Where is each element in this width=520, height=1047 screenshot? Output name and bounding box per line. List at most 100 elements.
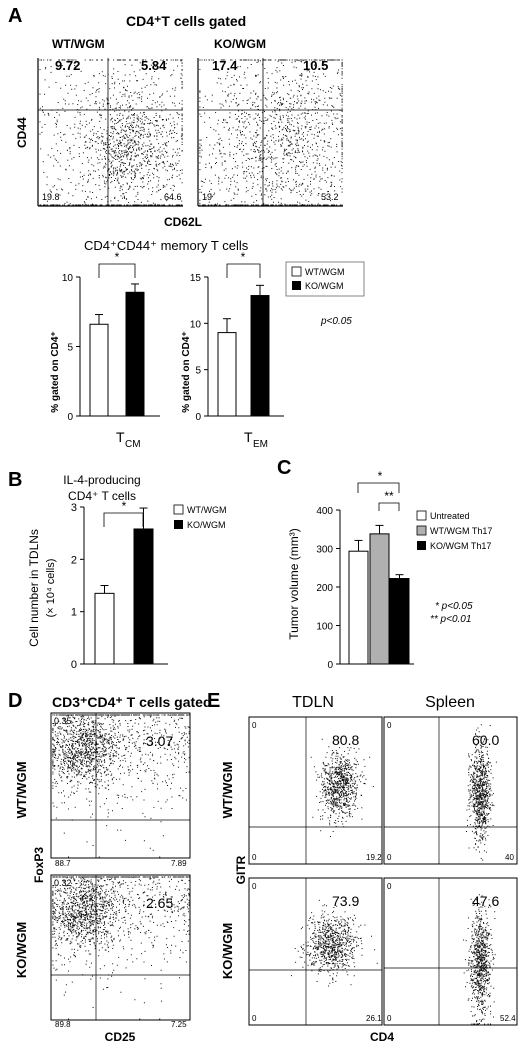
panel-c-legend-ko: KO/WGM Th17: [430, 541, 491, 551]
panel-a-letter: A: [8, 5, 22, 27]
panel-a-wt-q-ul: 9.72: [55, 58, 80, 73]
significance-bracket: [357, 482, 400, 493]
panel-e-p2-q-ll: 0: [387, 853, 392, 862]
panel-e-p2-q-ur: 60.0: [472, 732, 499, 748]
panel-a-bar-title: CD4⁺CD44⁺ memory T cells: [84, 238, 249, 253]
panel-c-letter: C: [277, 457, 291, 479]
panel-a-wt-q-ur: 5.84: [141, 58, 167, 73]
panel-e-p1-q-ll: 0: [252, 853, 257, 862]
panel-d-title: CD3⁺CD4⁺ T cells gated: [52, 694, 212, 710]
y-tick-label: 0: [327, 660, 333, 671]
panel-a-title: CD4⁺T cells gated: [126, 13, 246, 29]
panel-e-p3-q-ur: 73.9: [332, 893, 359, 909]
panel-a-x-axis-label: CD62L: [164, 215, 202, 229]
panel-a-flow-plot-ko: [197, 58, 343, 207]
bar: [94, 592, 115, 665]
panel-d-letter: D: [8, 690, 22, 712]
y-tick-label: 1: [71, 607, 77, 619]
significance-marker: *: [241, 250, 246, 264]
panel-e-p1-q-ur: 80.8: [332, 732, 359, 748]
panel-b-ylabel-2: (× 10⁴ cells): [45, 559, 57, 618]
panel-a-tcm-cat: T: [116, 429, 125, 445]
panel-e-x-axis-label: CD4: [370, 1030, 394, 1044]
bar: [369, 533, 390, 665]
scatter-dots: [52, 714, 190, 858]
panel-e-p4-q-ur: 47.6: [472, 893, 499, 909]
panel-a-tem-cat: T: [244, 429, 253, 445]
scatter-dots: [463, 894, 496, 1025]
panel-a-ko-q-ul: 17.4: [212, 58, 238, 73]
panel-e-p3-q-lr: 26.1: [366, 1014, 382, 1023]
panel-d-ko-q-ul: 0.32: [54, 878, 72, 888]
panel-d-row-ko: KO/WGM: [14, 922, 29, 978]
scatter-dots: [52, 876, 190, 1020]
panel-b-title-1: IL-4-producing: [63, 473, 140, 487]
panel-a-tem-sub: EM: [253, 439, 268, 450]
panel-c-ylabel: Tumor volume (mm³): [287, 528, 301, 640]
bar: [133, 528, 154, 665]
panel-e-plot-tdln-ko: [248, 877, 383, 1026]
panel-e-p4-q-ll: 0: [387, 1014, 392, 1023]
panel-e-p2-q-ul: 0: [387, 721, 392, 730]
bar: [217, 332, 237, 417]
panel-d-y-axis-label: FoxP3: [32, 847, 46, 883]
panel-d-wt-q-ur: 3.07: [146, 733, 173, 749]
panel-d-wt-q-ul: 0.35: [54, 716, 72, 726]
significance-marker: *: [122, 499, 127, 513]
y-tick-label: 100: [316, 622, 333, 633]
panel-c-p-note-2: ** p<0.01: [430, 614, 471, 625]
panel-c-legend: Untreated WT/WGM Th17 KO/WGM Th17: [416, 510, 492, 551]
panel-a-wt-label: WT/WGM: [52, 37, 105, 51]
scatter-dots: [291, 899, 378, 987]
significance-marker: *: [115, 250, 120, 264]
scatter-dots: [310, 738, 374, 837]
bar: [389, 578, 410, 665]
y-tick-label: 0: [67, 412, 73, 423]
panel-a-ko-q-ur: 10.5: [303, 58, 328, 73]
y-tick-label: 0: [71, 659, 77, 671]
panel-b-ylabel-1: Cell number in TDLNs: [27, 529, 41, 647]
panel-e-plot-spleen-ko: [383, 877, 518, 1026]
panel-e-row-wt: WT/WGM: [220, 761, 235, 818]
panel-e-col-spleen: Spleen: [425, 694, 475, 711]
panel-e-letter: E: [207, 690, 220, 712]
scatter-dots: [199, 59, 343, 206]
panel-a-ko-q-lr: 53.2: [321, 192, 339, 202]
significance-bracket: [226, 263, 261, 278]
panel-d-flow-plot-ko: [50, 874, 191, 1021]
panel-d-wt-q-ll: 88.7: [55, 859, 71, 868]
y-tick-label: 400: [316, 506, 333, 517]
significance-bracket: [378, 502, 400, 511]
panel-c-p-note-1: * p<0.05: [435, 601, 473, 612]
panel-b-title-2: CD4⁺ T cells: [68, 489, 136, 503]
panel-d-flow-plot-wt: [50, 712, 191, 859]
panel-e-p4-q-lr: 52.4: [500, 1014, 516, 1023]
significance-bracket: [98, 263, 136, 278]
panel-d-x-axis-label: CD25: [105, 1030, 136, 1044]
panel-d-row-wt: WT/WGM: [14, 761, 29, 818]
panel-e-p2-q-lr: 40: [505, 853, 514, 862]
y-tick-label: 2: [71, 554, 77, 566]
panel-a-p-note: p<0.05: [320, 316, 352, 327]
panel-a-ko-q-ll: 19: [202, 192, 212, 202]
scatter-dots: [39, 59, 183, 206]
panel-a-tcm-sub: CM: [125, 439, 141, 450]
panel-e-p3-q-ul: 0: [252, 882, 257, 891]
panel-a-wt-q-lr: 64.6: [164, 192, 182, 202]
panel-e-p4-q-ul: 0: [387, 882, 392, 891]
bar: [89, 323, 109, 417]
panel-b-legend: WT/WGM KO/WGM: [173, 504, 227, 530]
panel-e-row-ko: KO/WGM: [220, 923, 235, 979]
panel-b-letter: B: [8, 469, 22, 491]
panel-e-plot-tdln-wt: [248, 716, 383, 865]
panel-a-chart-tcm: 0 5 10 *: [62, 250, 160, 423]
panel-e-y-axis-label: GITR: [234, 855, 248, 884]
panel-a-tem-ylabel: % gated on CD4⁺: [181, 331, 192, 412]
panel-a-y-axis-label: CD44: [15, 117, 29, 148]
panel-a-wt-q-ll: 19.8: [42, 192, 60, 202]
panel-c-chart: 0 100 200 300 400 ***: [316, 469, 414, 671]
panel-d-ko-q-ur: 2.65: [146, 895, 173, 911]
panel-a-ko-label: KO/WGM: [214, 37, 266, 51]
panel-a-legend: WT/WGM KO/WGM: [285, 261, 365, 297]
panel-a-legend-ko: KO/WGM: [305, 281, 344, 291]
